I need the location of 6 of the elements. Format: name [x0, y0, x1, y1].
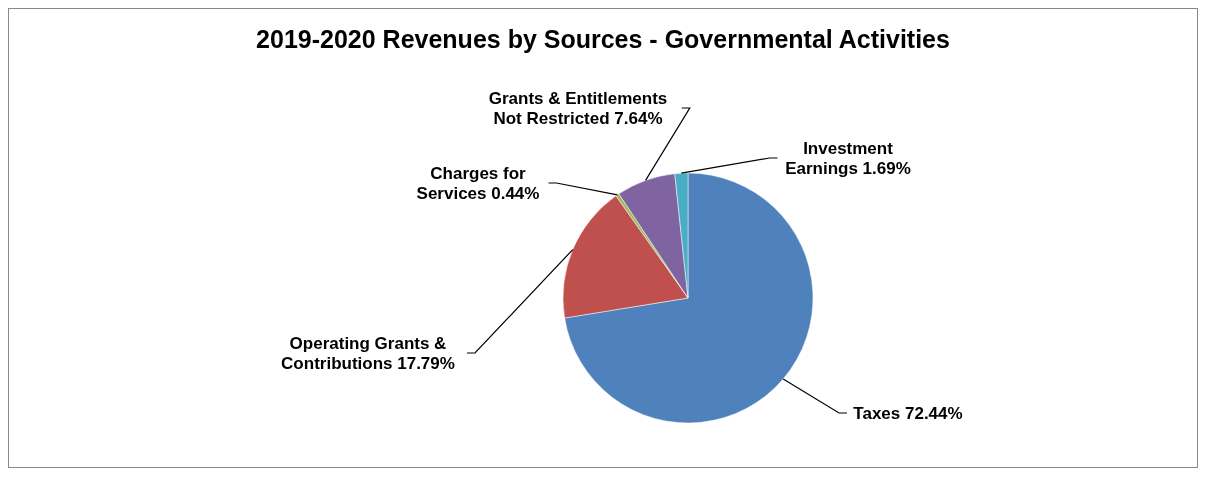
slice-label: Grants & Entitlements Not Restricted 7.64%	[488, 89, 668, 128]
slice-label: Investment Earnings 1.69%	[785, 139, 911, 178]
slice-label: Charges for Services 0.44%	[416, 164, 540, 203]
slice-label: Taxes 72.44%	[853, 404, 963, 423]
chart-title: 2019-2020 Revenues by Sources - Governmental Activities	[256, 25, 950, 53]
slice-label: Operating Grants & Contributions 17.79%	[281, 334, 455, 373]
